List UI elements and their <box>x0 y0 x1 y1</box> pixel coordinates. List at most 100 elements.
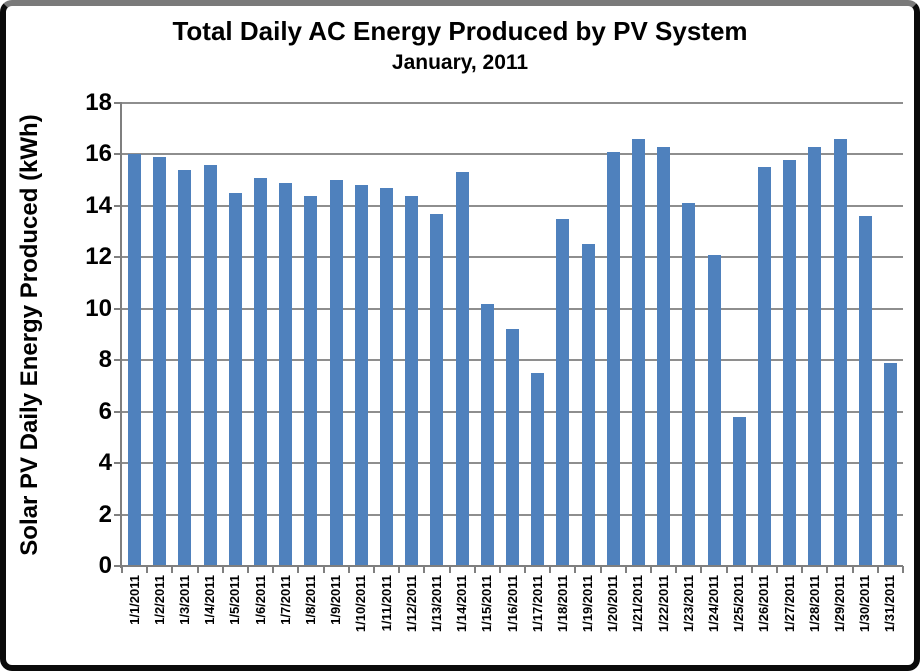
x-tick-label: 1/28/2011 <box>806 575 822 633</box>
y-gridline <box>122 256 903 259</box>
chart-title: Total Daily AC Energy Produced by PV Sys… <box>172 16 748 46</box>
y-gridline <box>122 307 903 310</box>
x-tick-label: 1/15/2011 <box>479 575 495 633</box>
x-axis-tick <box>750 566 753 573</box>
x-axis-tick <box>423 566 426 573</box>
x-tick-label: 1/3/2011 <box>176 575 192 625</box>
x-axis-tick <box>524 566 527 573</box>
y-axis-tick <box>114 513 122 516</box>
x-axis-tick <box>902 566 904 573</box>
bar-1/16/2011 <box>506 329 519 566</box>
bar-1/15/2011 <box>480 304 494 566</box>
bar-1/11/2011 <box>380 188 394 566</box>
y-axis-tick <box>114 462 122 465</box>
bar-1/1/2011 <box>128 154 142 566</box>
y-axis-line <box>120 103 122 568</box>
bar-1/19/2011 <box>581 244 595 566</box>
x-tick-label: 1/6/2011 <box>252 575 268 625</box>
bar-1/22/2011 <box>657 147 671 566</box>
y-tick-label: 2 <box>98 500 112 528</box>
x-tick-label: 1/31/2011 <box>882 575 898 633</box>
bar-1/10/2011 <box>354 185 368 566</box>
x-axis-tick <box>624 566 627 573</box>
y-axis-tick <box>114 565 122 567</box>
y-tick-label: 0 <box>98 552 112 579</box>
x-axis-tick <box>322 566 325 573</box>
x-tick-label: 1/8/2011 <box>302 575 318 625</box>
bar-1/24/2011 <box>707 255 721 566</box>
y-tick-label: 6 <box>98 397 112 425</box>
bar-1/9/2011 <box>329 180 343 566</box>
x-tick-label: 1/1/2011 <box>126 575 142 625</box>
bar-1/23/2011 <box>682 203 696 566</box>
x-axis-tick <box>549 566 552 573</box>
x-axis-tick <box>851 566 854 573</box>
x-tick-label: 1/27/2011 <box>781 575 797 633</box>
x-tick-label: 1/12/2011 <box>403 575 419 633</box>
x-tick-label: 1/22/2011 <box>655 575 671 633</box>
x-axis-tick <box>801 566 804 573</box>
x-tick-label: 1/9/2011 <box>328 575 344 625</box>
bar-1/14/2011 <box>455 172 469 566</box>
y-gridline <box>122 102 903 104</box>
y-tick-label: 18 <box>85 89 112 116</box>
y-axis-tick <box>114 359 122 362</box>
x-axis-tick <box>876 566 879 573</box>
bar-1/29/2011 <box>833 139 847 566</box>
x-axis-tick <box>398 566 401 573</box>
x-axis-tick <box>347 566 350 573</box>
bar-1/5/2011 <box>228 193 242 566</box>
x-tick-label: 1/21/2011 <box>630 575 646 633</box>
y-gridline <box>122 204 903 207</box>
x-tick-label: 1/7/2011 <box>277 575 293 625</box>
y-axis-tick <box>114 153 122 156</box>
y-axis-tick <box>114 102 122 104</box>
bar-1/26/2011 <box>757 167 771 566</box>
x-tick-label: 1/25/2011 <box>731 575 747 633</box>
x-axis-tick <box>650 566 653 573</box>
bar-1/30/2011 <box>858 216 872 566</box>
x-tick-label: 1/29/2011 <box>832 575 848 633</box>
x-axis-tick <box>776 566 779 573</box>
y-axis-tick <box>114 410 122 413</box>
bar-1/31/2011 <box>883 363 897 566</box>
y-tick-label: 8 <box>98 346 112 374</box>
x-tick-label: 1/11/2011 <box>378 575 394 632</box>
x-axis-tick <box>246 566 249 573</box>
x-tick-label: 1/26/2011 <box>756 575 772 633</box>
y-tick-label: 14 <box>85 191 112 219</box>
bar-1/21/2011 <box>631 139 645 566</box>
bar-1/13/2011 <box>430 214 444 566</box>
x-axis-line <box>120 565 903 567</box>
bar-1/8/2011 <box>304 196 318 566</box>
x-axis-tick <box>700 566 703 573</box>
x-axis-tick <box>221 566 224 573</box>
y-axis-tick <box>114 256 122 259</box>
x-axis-tick <box>448 566 451 573</box>
x-tick-label: 1/10/2011 <box>353 575 369 633</box>
x-axis-tick <box>196 566 199 573</box>
x-tick-label: 1/14/2011 <box>454 575 470 633</box>
x-axis-tick <box>599 566 602 573</box>
x-tick-label: 1/2/2011 <box>151 575 167 625</box>
x-tick-label: 1/17/2011 <box>529 575 545 633</box>
bar-1/12/2011 <box>405 196 419 566</box>
bar-1/3/2011 <box>178 170 192 566</box>
bar-1/17/2011 <box>531 373 545 566</box>
y-axis-title: Solar PV Daily Energy Produced (kWh) <box>16 114 43 556</box>
x-tick-label: 1/19/2011 <box>580 575 596 633</box>
y-tick-label: 16 <box>85 140 112 168</box>
x-axis-tick <box>675 566 678 573</box>
x-tick-label: 1/5/2011 <box>227 575 243 625</box>
chart-subtitle: January, 2011 <box>391 51 529 74</box>
x-axis-tick <box>121 566 123 573</box>
x-axis-tick <box>473 566 476 573</box>
x-tick-label: 1/20/2011 <box>605 575 621 633</box>
x-axis-tick <box>725 566 728 573</box>
bar-1/18/2011 <box>556 219 570 566</box>
bar-1/4/2011 <box>203 165 217 566</box>
x-tick-label: 1/4/2011 <box>202 575 218 625</box>
x-axis-tick <box>826 566 829 573</box>
x-tick-label: 1/30/2011 <box>857 575 873 633</box>
bar-1/7/2011 <box>279 183 293 566</box>
